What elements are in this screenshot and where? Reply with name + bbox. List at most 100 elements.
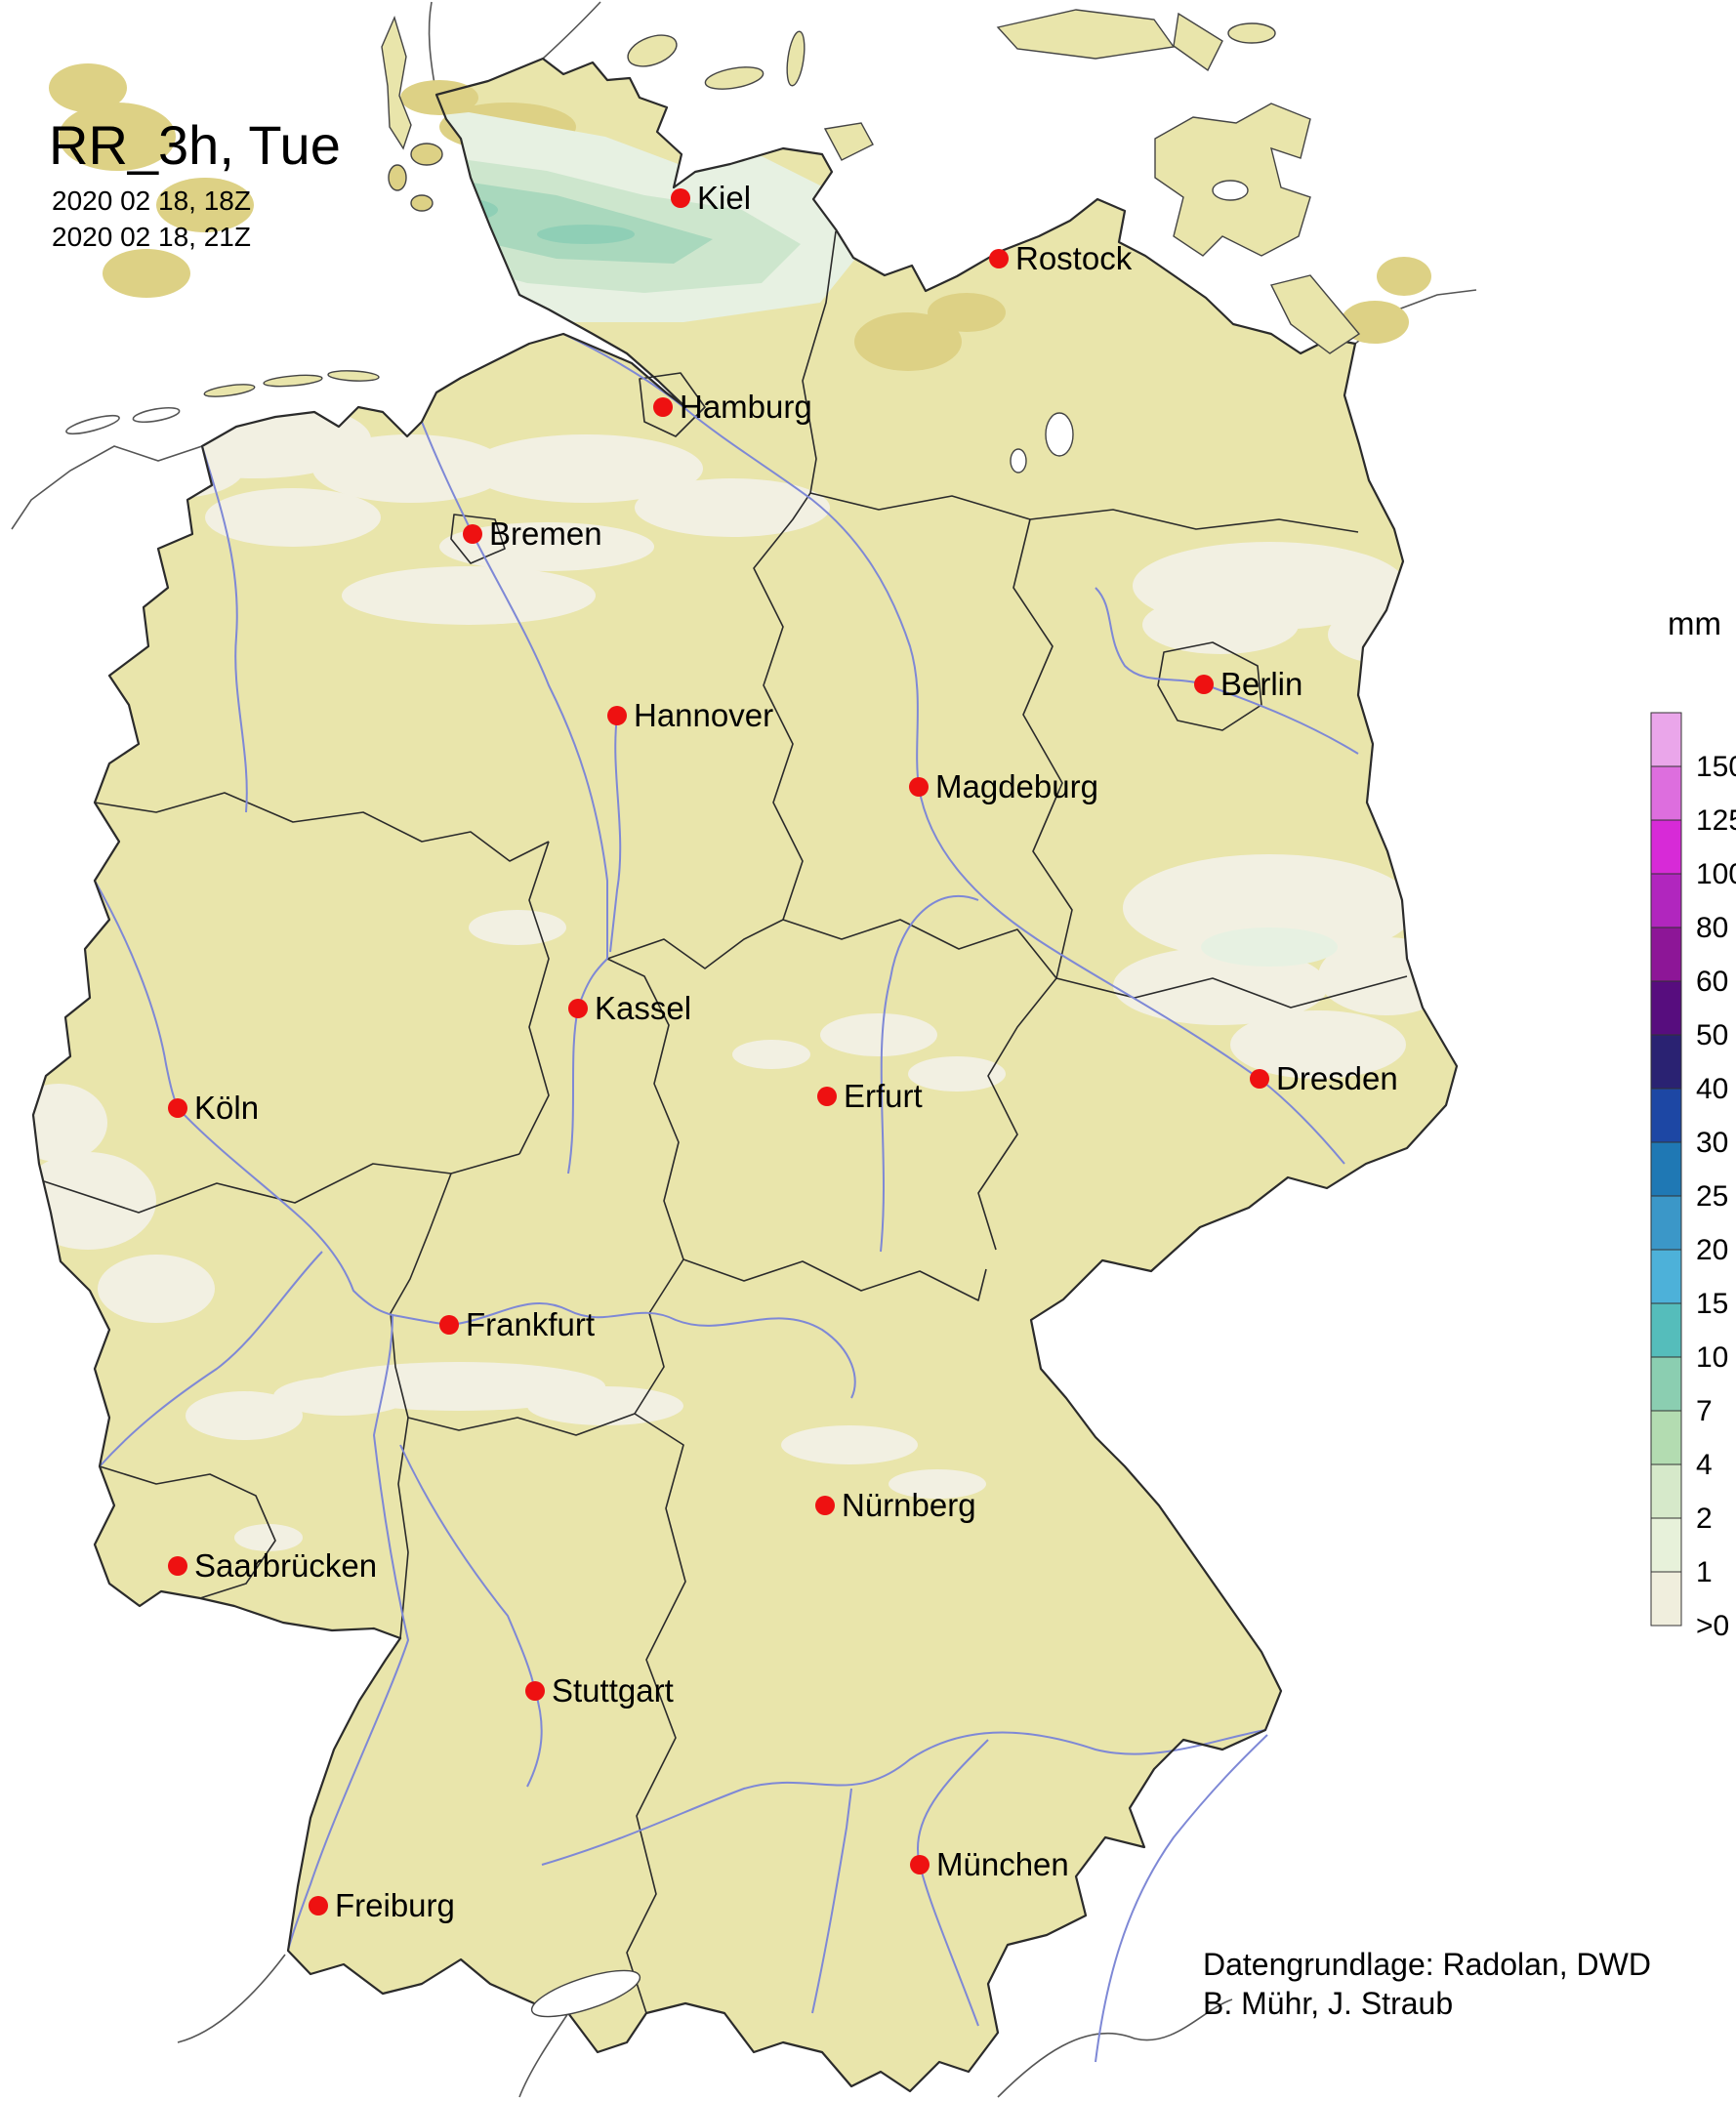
city-marker <box>168 1098 187 1118</box>
danish-island-moen <box>1227 22 1276 44</box>
river-inn <box>1095 1734 1268 2063</box>
east-frisian-island <box>263 374 323 388</box>
city-marker <box>989 249 1009 268</box>
island-fehmarn <box>823 122 874 161</box>
legend-tick-label: 80 <box>1696 912 1728 944</box>
city-label: Bremen <box>489 515 602 552</box>
legend-color-box <box>1650 765 1682 821</box>
city-label: Kassel <box>595 990 691 1026</box>
city-marker <box>1250 1069 1269 1089</box>
legend-color-box <box>1650 1195 1682 1251</box>
island-sylt <box>381 15 412 150</box>
state-borders <box>43 230 1408 2014</box>
legend-tick-label: 125 <box>1696 804 1736 837</box>
river-leine <box>609 715 622 953</box>
city-marker <box>653 397 673 417</box>
legend-color-box <box>1650 980 1682 1036</box>
ruegen-bodden <box>1212 180 1249 201</box>
city-label: Saarbrücken <box>194 1547 377 1584</box>
city-marker <box>910 1855 930 1874</box>
city-label: Kiel <box>697 180 751 216</box>
legend: 150 125 100 80 60 50 40 30 25 20 15 10 7 4 2 1 >0 <box>1650 712 1736 1642</box>
river-elbe <box>562 333 1345 1165</box>
valid-to-timestamp: 2020 02 18, 21Z <box>52 222 251 252</box>
city-marker <box>439 1315 459 1335</box>
island-pellworm <box>410 194 434 212</box>
germany-land <box>33 59 1457 2091</box>
netherlands-coast <box>11 445 203 530</box>
map-title: RR_3h, Tue <box>49 114 341 176</box>
city-marker <box>525 1681 545 1701</box>
legend-tick-label: 7 <box>1696 1395 1713 1427</box>
legend-tick-label: 60 <box>1696 966 1728 998</box>
city-label: Nürnberg <box>842 1487 976 1523</box>
rivers <box>94 333 1359 2063</box>
city-label: München <box>936 1846 1069 1882</box>
river-ems <box>201 445 248 813</box>
legend-color-box <box>1650 1249 1682 1304</box>
legend-color-box <box>1650 1088 1682 1143</box>
legend-color-box <box>1650 1410 1682 1465</box>
swiss-terrain-line <box>177 1954 286 2043</box>
legend-tick-label: 40 <box>1696 1073 1728 1105</box>
island-ruegen <box>1154 103 1311 257</box>
city-label: Köln <box>194 1090 259 1126</box>
city-marker <box>817 1087 837 1106</box>
legend-color-box <box>1650 1463 1682 1519</box>
danish-island-lolland <box>996 9 1176 60</box>
island-amrum <box>388 164 407 191</box>
river-weser <box>421 421 608 959</box>
east-frisian-island <box>327 370 380 382</box>
river-rhine <box>94 880 410 1952</box>
city-label: Freiburg <box>335 1887 455 1923</box>
island-foehr <box>410 143 443 166</box>
river-lech <box>811 1788 852 2014</box>
author-attribution: B. Mühr, J. Straub <box>1203 1986 1453 2021</box>
legend-tick-label: >0 <box>1696 1610 1729 1642</box>
dutch-island <box>132 406 181 424</box>
legend-color-box <box>1650 1517 1682 1573</box>
river-danube <box>541 1729 1266 1866</box>
river-spree <box>1095 587 1359 755</box>
legend-tick-label: 4 <box>1696 1449 1713 1481</box>
lake-mueritz <box>1045 412 1074 457</box>
legend-color-box <box>1650 1356 1682 1412</box>
legend-color-box <box>1650 712 1682 767</box>
valid-from-timestamp: 2020 02 18, 18Z <box>52 185 251 216</box>
city-label: Erfurt <box>844 1078 923 1114</box>
city-label: Berlin <box>1220 666 1302 702</box>
city-label: Stuttgart <box>552 1672 674 1709</box>
legend-tick-label: 150 <box>1696 751 1736 783</box>
legend-tick-label: 50 <box>1696 1019 1728 1051</box>
islands <box>203 9 1361 397</box>
austria-terrain-line <box>997 1998 1233 2098</box>
legend-tick-label: 10 <box>1696 1341 1728 1374</box>
city-label: Hamburg <box>680 389 812 425</box>
city-markers: Kiel Rostock Hamburg Bremen Hannover Berlin Ma… <box>168 180 1398 1923</box>
city-marker <box>607 706 627 725</box>
legend-color-box <box>1650 1571 1682 1627</box>
legend-color-box <box>1650 873 1682 928</box>
legend-tick-label: 20 <box>1696 1234 1728 1266</box>
danish-island-als <box>627 34 678 67</box>
lake-constance <box>530 1969 641 2018</box>
legend-tick-label: 2 <box>1696 1503 1713 1535</box>
dutch-island <box>65 414 120 435</box>
city-marker <box>815 1496 835 1515</box>
city-marker <box>309 1896 328 1916</box>
legend-tick-label: 100 <box>1696 858 1736 890</box>
lakes <box>530 412 1074 2018</box>
data-source-attribution: Datengrundlage: Radolan, DWD <box>1203 1947 1651 1982</box>
city-marker <box>1194 675 1214 694</box>
legend-unit-label: mm <box>1668 605 1721 641</box>
legend-color-box <box>1650 927 1682 982</box>
denmark-east-coast <box>542 1 601 60</box>
danish-island-aeroe <box>704 66 765 90</box>
city-label: Magdeburg <box>935 768 1098 804</box>
city-label: Hannover <box>634 697 773 733</box>
legend-color-box <box>1650 1302 1682 1358</box>
legend-tick-label: 30 <box>1696 1127 1728 1159</box>
city-marker <box>463 524 482 544</box>
legend-color-box <box>1650 819 1682 875</box>
